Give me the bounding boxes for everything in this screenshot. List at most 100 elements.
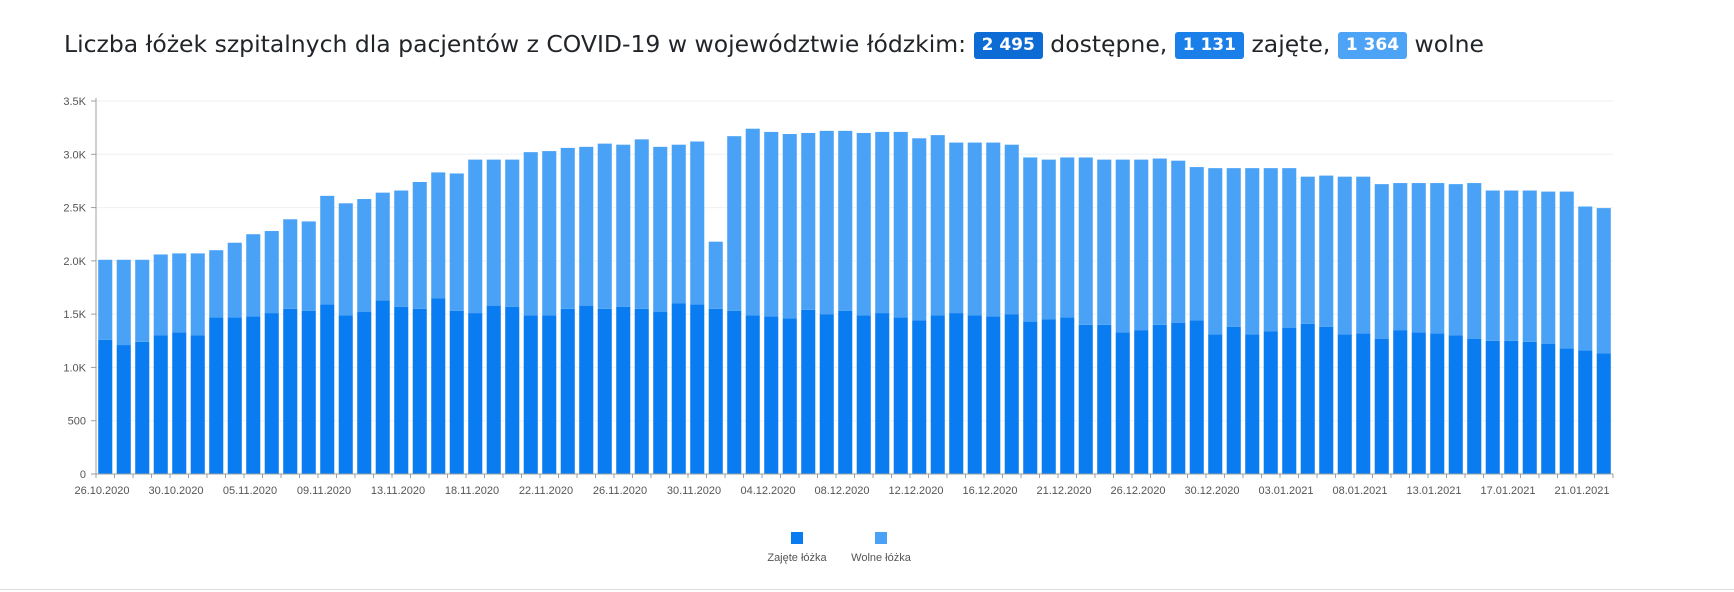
- bar-occupied: [1596, 353, 1611, 474]
- legend-label: Wolne łóżka: [851, 552, 912, 564]
- bar-occupied: [634, 308, 649, 474]
- bar-free: [1467, 183, 1482, 339]
- bar-occupied: [227, 317, 242, 474]
- bar-free: [579, 146, 594, 306]
- bar-occupied: [1171, 322, 1186, 474]
- axes: 0 500 1.0K 1.5K 2.0K 2.5K 3.0K 3.5K 26.10.2020 30…: [63, 96, 1614, 497]
- bar-occupied: [690, 304, 705, 474]
- y-tick-label: 0: [80, 469, 86, 481]
- x-tick-label: 04.12.2020: [740, 485, 795, 497]
- bar-occupied: [1319, 326, 1334, 474]
- legend-swatch: [791, 532, 803, 544]
- bar-free: [1282, 168, 1297, 328]
- bar-free: [764, 131, 779, 317]
- bar-free: [1522, 190, 1537, 342]
- occupied-beds-badge: 1 131: [1174, 32, 1244, 59]
- bar-occupied: [967, 315, 982, 474]
- bar-free: [246, 234, 261, 317]
- bar-free: [708, 241, 723, 309]
- bar-occupied: [1356, 333, 1371, 474]
- legend[interactable]: Zajęte łóżka Wolne łóżka: [767, 532, 912, 564]
- bar-occupied: [1448, 335, 1463, 474]
- bar-free: [1300, 176, 1315, 324]
- bar-free: [1430, 183, 1445, 334]
- bar-free: [375, 192, 390, 301]
- bar-free: [967, 142, 982, 316]
- bar-free: [690, 141, 705, 305]
- legend-item-free[interactable]: Wolne łóżka: [851, 532, 912, 564]
- bar-free: [1226, 168, 1241, 327]
- bar-free: [1115, 159, 1130, 333]
- bar-occupied: [819, 314, 834, 474]
- y-tick-label: 2.0K: [63, 256, 86, 268]
- x-tick-label: 05.11.2020: [223, 485, 277, 497]
- bar-occupied: [116, 345, 131, 474]
- bar-occupied: [986, 316, 1001, 474]
- bar-free: [671, 144, 686, 304]
- bar-free: [634, 139, 649, 309]
- bar-occupied: [412, 308, 427, 474]
- bar-occupied: [1078, 324, 1093, 474]
- bar-free: [1023, 157, 1038, 322]
- bar-occupied: [875, 313, 890, 474]
- bar-free: [1356, 176, 1371, 334]
- bar-occupied: [505, 306, 520, 474]
- y-tick-label: 2.5K: [63, 203, 86, 215]
- bar-occupied: [1393, 330, 1408, 474]
- bar-occupied: [320, 304, 335, 474]
- bar-occupied: [486, 305, 501, 474]
- bar-free: [1263, 168, 1278, 332]
- bar-free: [394, 190, 409, 307]
- bar-occupied: [745, 315, 760, 474]
- x-tick-label: 21.01.2021: [1554, 485, 1609, 497]
- bar-occupied: [782, 318, 797, 474]
- bar-free: [449, 173, 464, 311]
- bar-series: [98, 128, 1611, 474]
- bar-occupied: [1559, 348, 1574, 474]
- bar-free: [1004, 144, 1019, 315]
- bar-free: [1097, 159, 1112, 325]
- bar-free: [653, 146, 668, 313]
- bar-occupied: [98, 339, 113, 474]
- bar-free: [1245, 168, 1260, 335]
- bar-occupied: [1578, 350, 1593, 474]
- bar-free: [1504, 190, 1519, 341]
- x-tick-label: 26.11.2020: [593, 485, 647, 497]
- available-beds-badge: 2 495: [973, 32, 1043, 59]
- x-tick-label: 26.12.2020: [1110, 485, 1165, 497]
- bar-occupied: [949, 313, 964, 474]
- bar-free: [986, 142, 1001, 317]
- bar-free: [523, 152, 538, 316]
- bar-occupied: [764, 316, 779, 474]
- bar-occupied: [1226, 326, 1241, 474]
- bar-occupied: [1189, 320, 1204, 474]
- bar-occupied: [153, 335, 168, 474]
- bar-occupied: [1004, 314, 1019, 474]
- bar-free: [320, 195, 335, 305]
- bar-occupied: [1115, 332, 1130, 474]
- bar-occupied: [1300, 323, 1315, 474]
- bar-free: [486, 159, 501, 306]
- bar-free: [875, 131, 890, 314]
- bar-occupied: [1245, 334, 1260, 474]
- y-tick-label: 500: [68, 416, 86, 428]
- bar-occupied: [1411, 332, 1426, 474]
- bar-free: [1485, 190, 1500, 341]
- bar-occupied: [653, 312, 668, 474]
- bar-occupied: [357, 312, 372, 474]
- bar-free: [1319, 175, 1334, 327]
- bar-free: [1208, 168, 1223, 335]
- x-tick-label: 22.11.2020: [519, 485, 573, 497]
- bar-free: [190, 253, 205, 336]
- legend-item-occupied[interactable]: Zajęte łóżka: [767, 532, 828, 564]
- bar-occupied: [893, 317, 908, 474]
- bar-free: [357, 199, 372, 313]
- bar-occupied: [560, 308, 575, 474]
- bar-occupied: [468, 313, 483, 474]
- bar-free: [801, 132, 816, 310]
- bar-free: [1393, 183, 1408, 331]
- bar-free: [209, 250, 224, 318]
- bar-free: [1578, 206, 1593, 351]
- x-tick-label: 18.11.2020: [445, 485, 499, 497]
